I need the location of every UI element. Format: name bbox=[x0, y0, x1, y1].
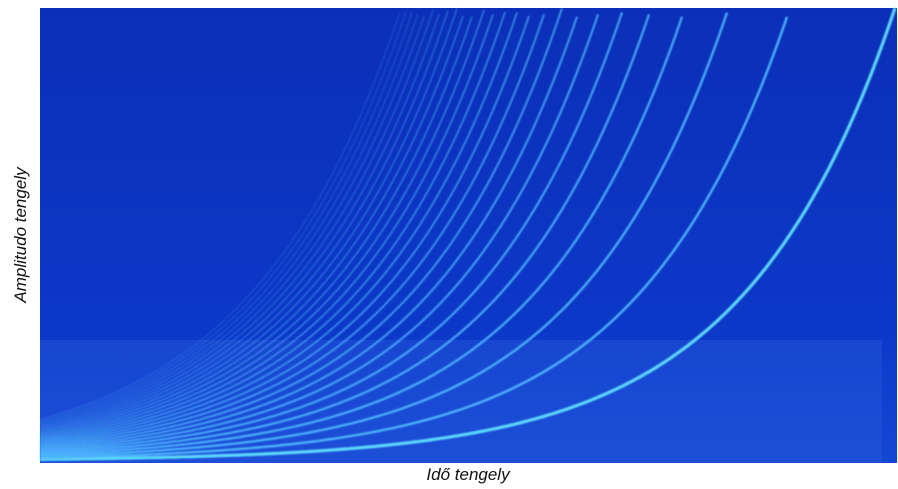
harmonic-curve bbox=[39, 13, 419, 425]
harmonic-curve bbox=[39, 16, 473, 437]
harmonic-curve bbox=[39, 11, 401, 420]
harmonic-curve bbox=[39, 11, 407, 422]
harmonic-curve bbox=[39, 12, 624, 453]
harmonic-curve bbox=[39, 13, 545, 446]
y-axis-label: Amplitudo tengely bbox=[11, 166, 30, 304]
harmonic-curve bbox=[39, 14, 599, 451]
harmonic-curve bbox=[39, 14, 440, 430]
harmonic-curve bbox=[39, 9, 485, 438]
harmonic-curve bbox=[39, 15, 464, 435]
harmonic-curve bbox=[39, 12, 413, 423]
harmonic-curve bbox=[39, 7, 458, 433]
harmonic-curve bbox=[40, 7, 897, 461]
harmonic-curve bbox=[39, 14, 651, 455]
harmonic-curve bbox=[39, 12, 729, 458]
noise-band bbox=[40, 340, 882, 463]
harmonic-curve bbox=[39, 7, 563, 448]
harmonic-curve bbox=[39, 9, 434, 428]
harmonic-curve bbox=[39, 15, 425, 427]
harmonic-curve bbox=[39, 16, 578, 450]
harmonic-curve bbox=[39, 10, 449, 432]
harmonic-curve bbox=[39, 11, 506, 441]
harmonic-curve bbox=[39, 12, 518, 443]
x-axis-label: Idő tengely bbox=[426, 465, 511, 484]
spectrogram bbox=[39, 7, 897, 463]
harmonic-curve bbox=[39, 15, 530, 445]
harmonics bbox=[39, 7, 897, 461]
harmonic-curve bbox=[39, 16, 684, 456]
harmonic-curve bbox=[39, 14, 494, 440]
harmonic-curve bbox=[39, 16, 789, 460]
